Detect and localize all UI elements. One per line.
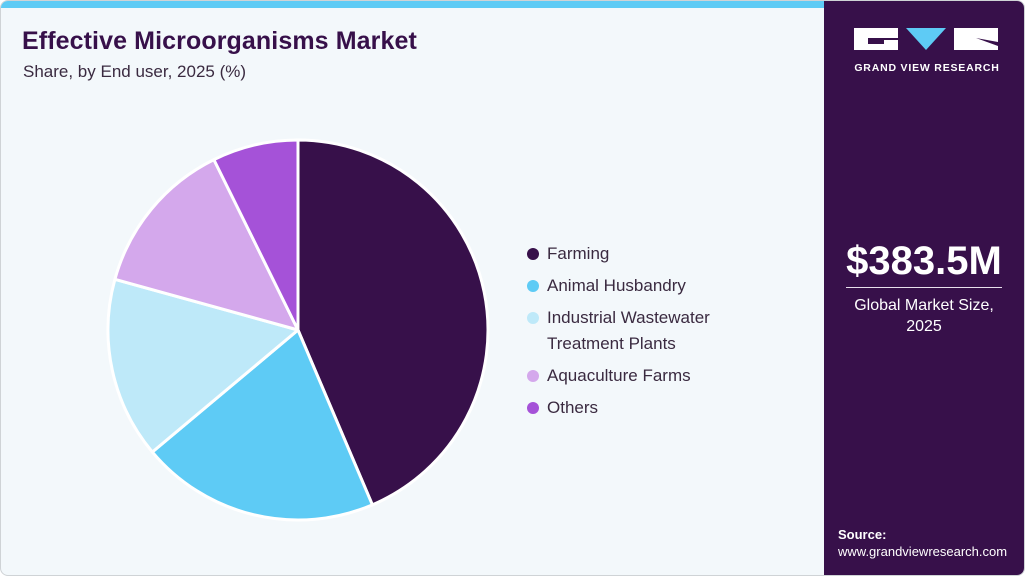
market-size-caption: Global Market Size, 2025 [824, 295, 1024, 337]
pie-slice-aquaculture-farms [113, 158, 300, 332]
pie-chart [106, 138, 490, 522]
legend-label: Industrial Wastewater Treatment Plants [547, 305, 710, 357]
brand-name: GRAND VIEW RESEARCH [854, 62, 1000, 74]
chart-title: Effective Microorganisms Market [22, 27, 417, 55]
legend-item-farming: Farming [527, 241, 710, 267]
pie-slice-others [212, 138, 300, 332]
legend-dot-icon [527, 402, 539, 414]
legend: Farming Animal Husbandry Industrial Wast… [527, 241, 710, 427]
legend-label-line2: Treatment Plants [547, 334, 676, 353]
accent-bar [1, 1, 824, 8]
legend-item-animal-husbandry: Animal Husbandry [527, 273, 710, 299]
chart-subtitle: Share, by End user, 2025 (%) [23, 62, 247, 81]
legend-label: Animal Husbandry [547, 276, 686, 295]
legend-item-aquaculture-farms: Aquaculture Farms [527, 363, 710, 389]
legend-label: Farming [547, 244, 610, 263]
gvr-logo-icon [854, 28, 998, 50]
pie-slice-industrial-wastewater-treatment-plants [106, 277, 300, 454]
legend-dot-icon [527, 370, 539, 382]
divider [846, 287, 1002, 288]
pie-slice-farming [296, 138, 490, 507]
legend-item-industrial-wastewater: Industrial Wastewater Treatment Plants [527, 305, 710, 357]
legend-dot-icon [527, 280, 539, 292]
chart-panel: Effective Microorganisms Market Share, b… [1, 1, 824, 575]
legend-dot-icon [527, 248, 539, 260]
source-link[interactable]: www.grandviewresearch.com [838, 544, 1008, 559]
market-size-value: $383.5M [846, 239, 1002, 283]
source-label: Source: [838, 527, 887, 542]
legend-dot-icon [527, 312, 539, 324]
market-size-caption-text: Global Market Size, 2025 [854, 297, 994, 335]
legend-label: Others [547, 398, 599, 417]
legend-label-line1: Industrial Wastewater [547, 308, 710, 327]
pie-slice-animal-husbandry [150, 328, 374, 522]
legend-label: Aquaculture Farms [547, 366, 691, 385]
legend-item-others: Others [527, 395, 710, 421]
sidebar: GRAND VIEW RESEARCH $383.5M Global Marke… [824, 1, 1024, 575]
